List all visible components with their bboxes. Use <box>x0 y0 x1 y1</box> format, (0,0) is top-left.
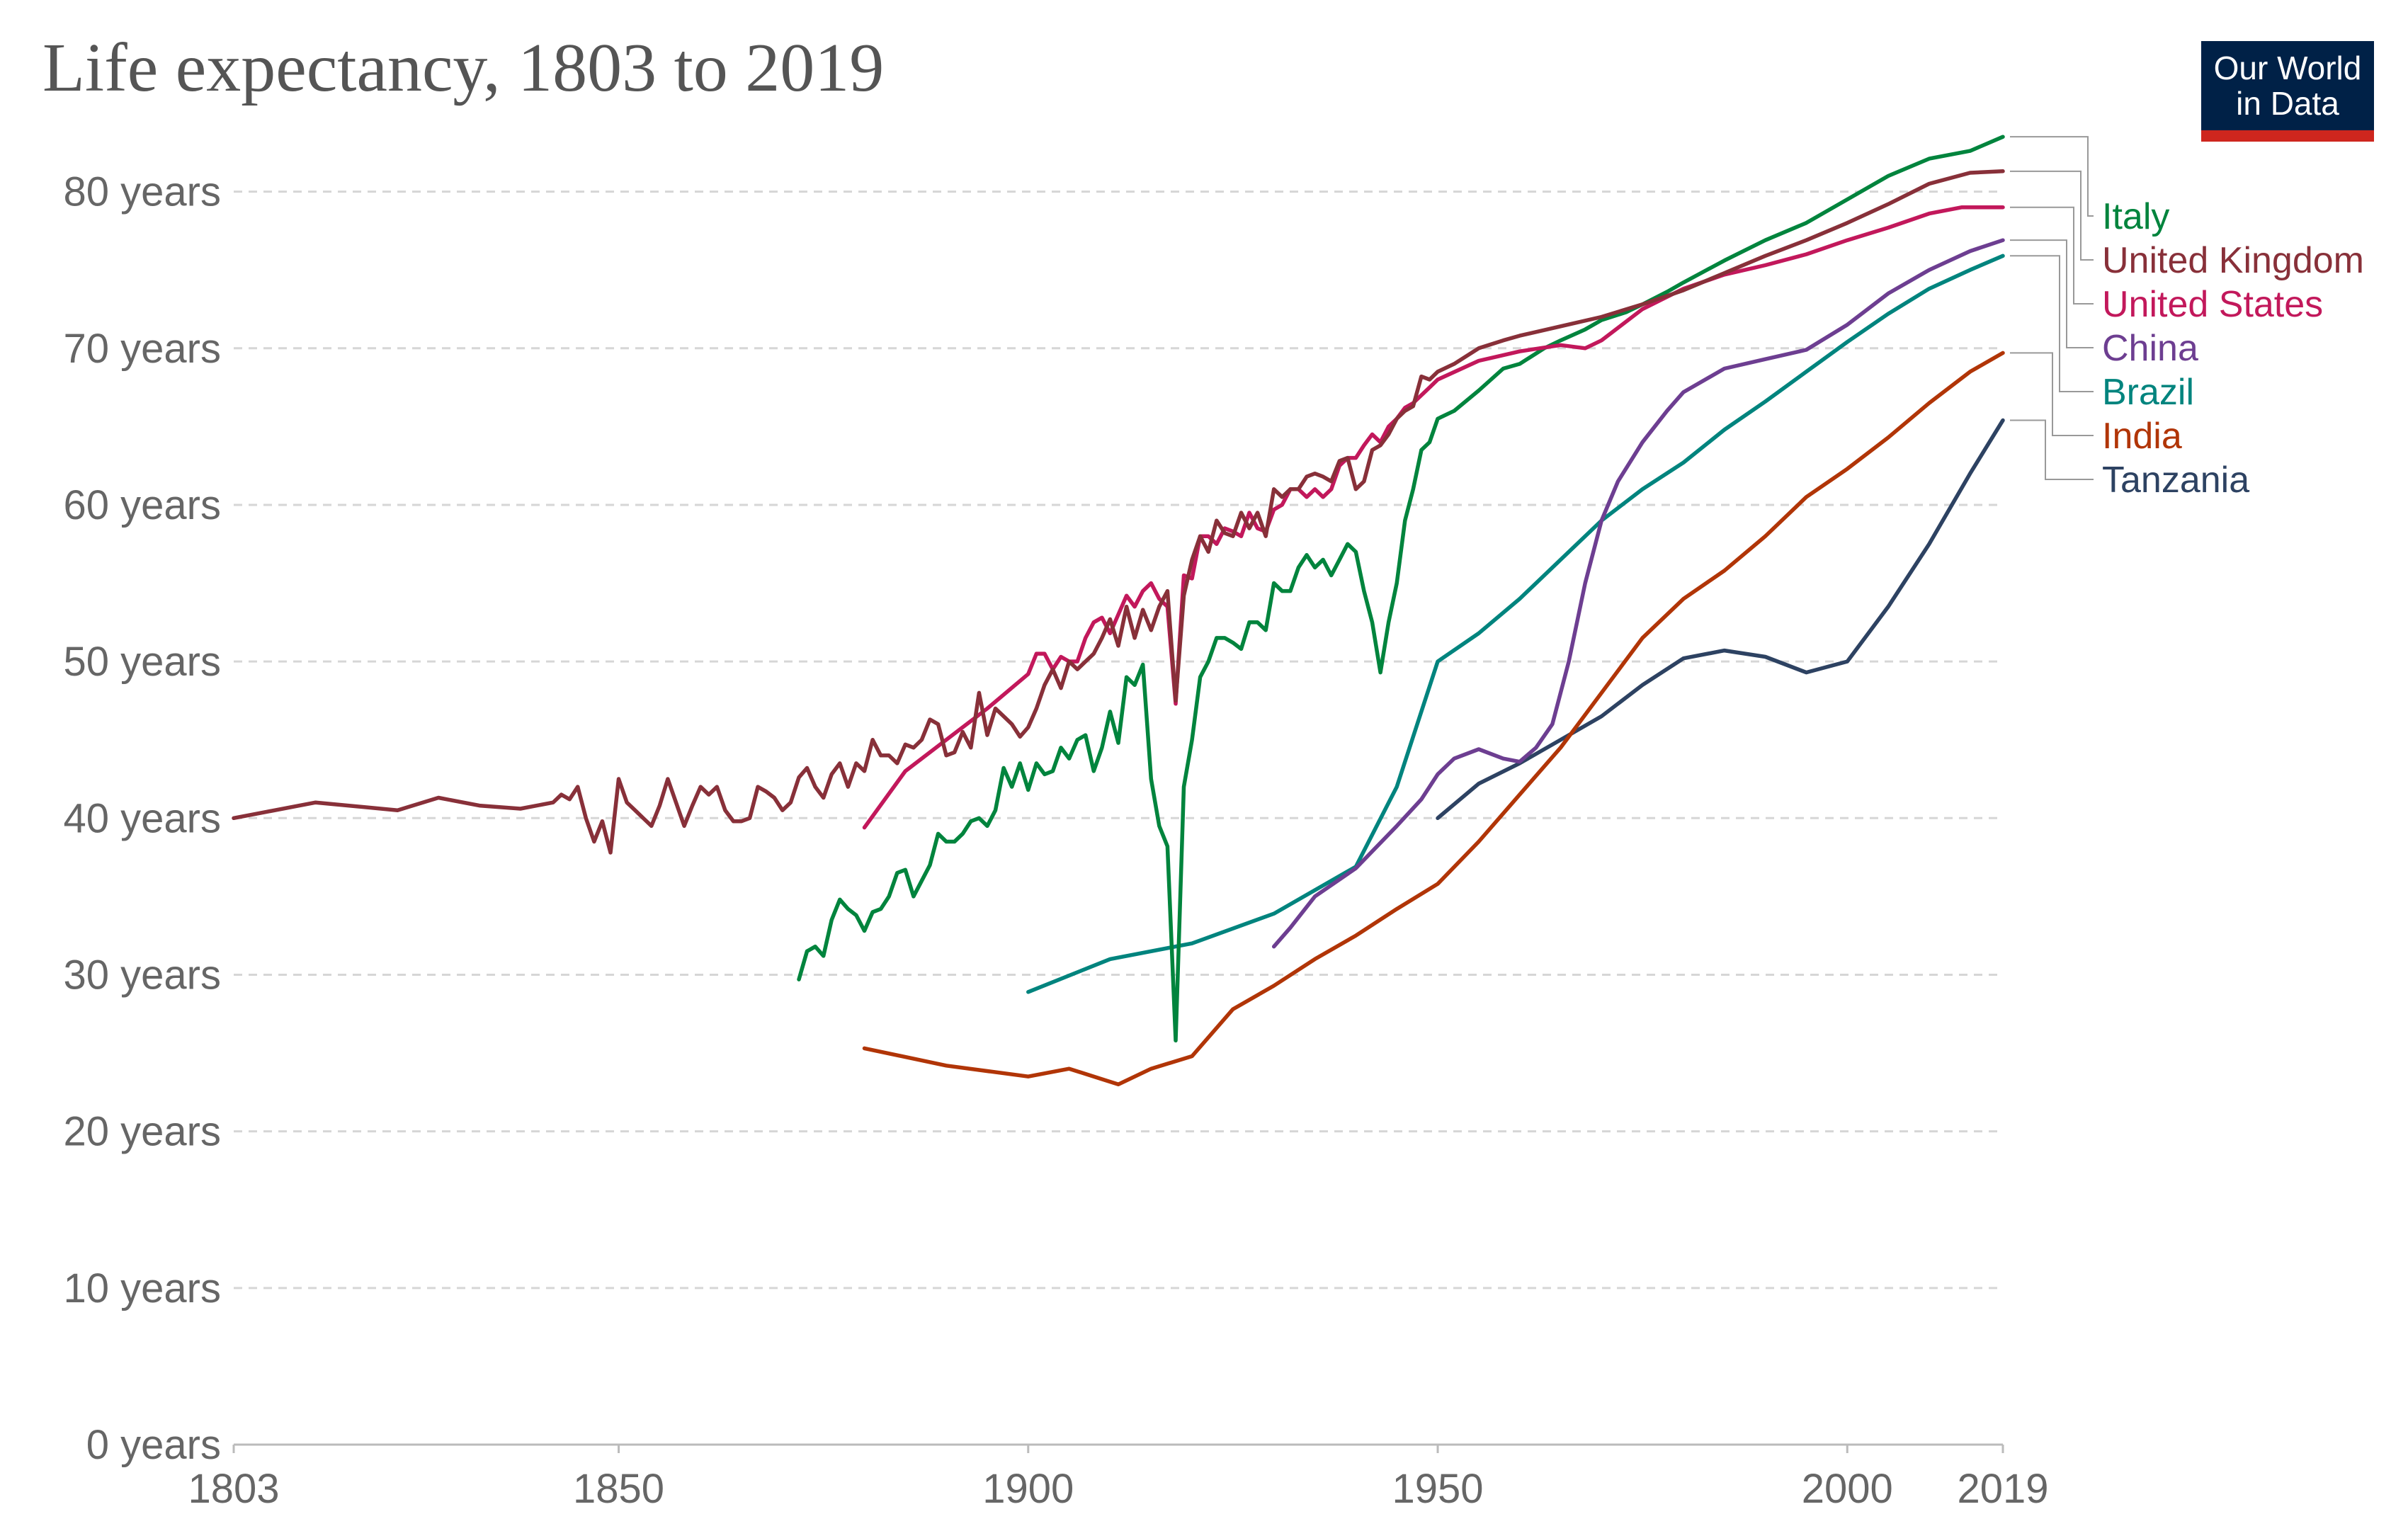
series-lines <box>232 135 2005 1087</box>
legend-label-brazil: Brazil <box>2102 372 2194 413</box>
logo-line-2: in Data <box>2236 85 2339 122</box>
legend-label-china: China <box>2102 328 2198 369</box>
y-tick-label: 30 years <box>64 952 221 998</box>
legend-connector-italy <box>2010 136 2094 217</box>
x-axis: 1803 1850 1900 1950 2000 2019 <box>188 1443 2049 1512</box>
x-tick-label: 1900 <box>982 1466 1074 1512</box>
gridlines: 0 years 10 years 20 years 30 years 40 years 5… <box>64 169 2003 1468</box>
legend-connector-tanzania <box>2010 419 2094 480</box>
y-tick-label: 40 years <box>64 795 221 841</box>
y-tick-label: 10 years <box>64 1265 221 1311</box>
y-tick-label: 70 years <box>64 326 221 372</box>
y-tick-label: 0 years <box>86 1422 221 1468</box>
legend-connector-india <box>2010 352 2094 436</box>
x-tick-label: 2019 <box>1957 1466 2048 1512</box>
legend-connector-china <box>2010 239 2094 348</box>
legend-connector-brazil <box>2010 255 2094 392</box>
owid-logo[interactable]: Our World in Data <box>2201 41 2374 142</box>
legend-label-united-kingdom: United Kingdom <box>2102 240 2364 281</box>
chart-title: Life expectancy, 1803 to 2019 <box>42 30 885 106</box>
legend-connector-united-kingdom <box>2010 170 2094 261</box>
legend-label-tanzania: Tanzania <box>2102 460 2249 501</box>
series-line-china <box>1271 238 2005 949</box>
series-line-tanzania <box>1436 418 2005 821</box>
series-line-italy <box>797 135 2005 1043</box>
y-tick-label: 80 years <box>64 169 221 215</box>
y-tick-label: 50 years <box>64 639 221 685</box>
series-line-india <box>862 351 2005 1087</box>
legend-label-italy: Italy <box>2102 196 2169 237</box>
x-tick-label: 1850 <box>573 1466 664 1512</box>
y-tick-label: 60 years <box>64 482 221 528</box>
legend-label-united-states: United States <box>2102 284 2323 325</box>
legend-label-india: India <box>2102 416 2182 457</box>
legend-connector-united-states <box>2010 206 2094 305</box>
y-tick-label: 20 years <box>64 1109 221 1155</box>
x-tick-label: 2000 <box>1802 1466 1893 1512</box>
x-tick-label: 1803 <box>188 1466 279 1512</box>
x-tick-label: 1950 <box>1392 1466 1484 1512</box>
series-line-united-kingdom <box>232 169 2005 855</box>
series-line-united-states <box>862 205 2005 830</box>
logo-line-1: Our World <box>2213 50 2362 86</box>
